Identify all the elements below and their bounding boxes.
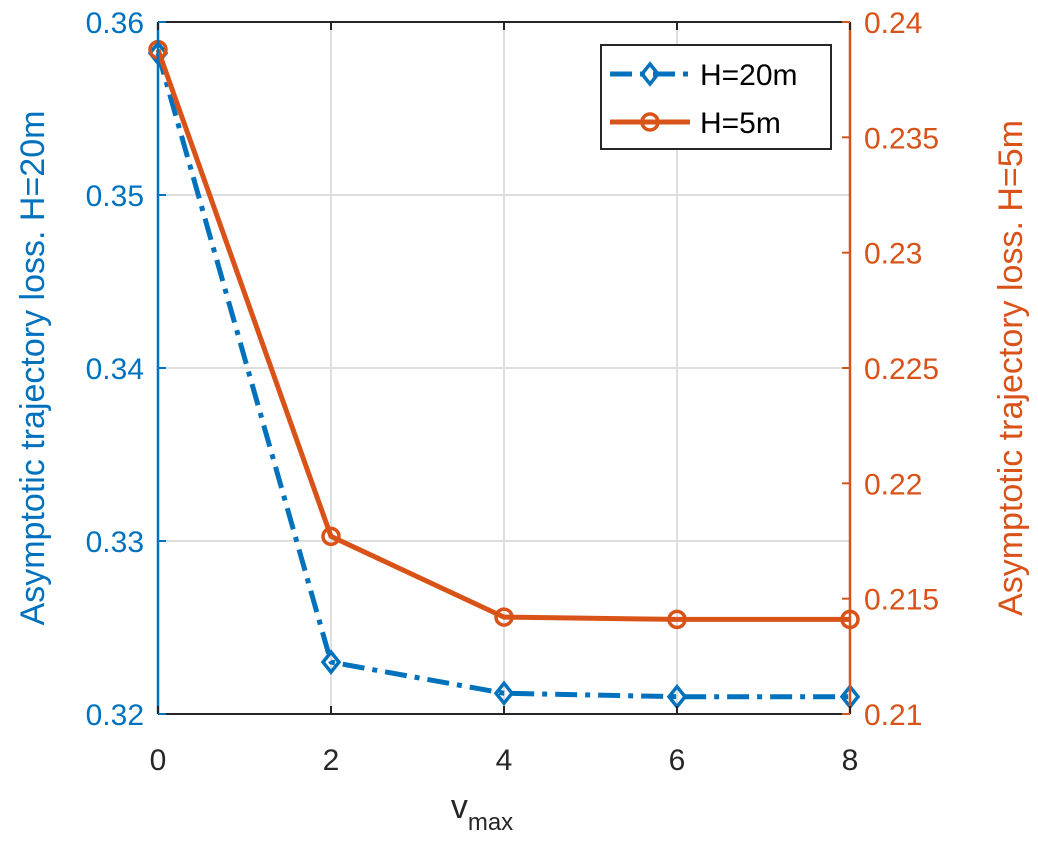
right-tick-label-0.225: 0.225: [864, 353, 939, 386]
right-tick-label-0.23: 0.23: [864, 238, 922, 271]
left-tick-label-0.33: 0.33: [86, 526, 144, 559]
x-tick-label-2: 2: [323, 744, 340, 777]
x-tick-label-6: 6: [669, 744, 686, 777]
data-point-H=5m-2: [321, 526, 341, 547]
x-tick-label-4: 4: [496, 744, 513, 777]
legend-marker-h20: [639, 61, 661, 87]
left-tick-label-0.36: 0.36: [86, 7, 144, 40]
legend-label-h5: H=5m: [700, 107, 781, 140]
x-axis-label: vmax: [451, 788, 513, 836]
legend-box: [600, 44, 832, 150]
right-tick-label-0.235: 0.235: [864, 122, 939, 155]
data-point-H=20m-2: [320, 649, 342, 675]
left-tick-label-0.34: 0.34: [86, 353, 144, 386]
x-tick-label-8: 8: [842, 744, 859, 777]
legend-marker-h5: [640, 112, 660, 132]
data-point-H=5m-4: [494, 607, 514, 627]
right-tick-label-0.215: 0.215: [864, 584, 939, 617]
x-tick-label-0: 0: [150, 744, 167, 777]
left-tick-label-0.32: 0.32: [86, 699, 144, 732]
data-point-H=5m-6: [667, 609, 687, 630]
series-line-H=20m: [155, 52, 850, 700]
left-tick-label-0.35: 0.35: [86, 180, 144, 213]
data-point-H=20m-4: [493, 680, 515, 707]
axes: [156, 21, 852, 715]
tick-labels: 0 2 4 6 8 0.32 0.33 0.34 0.35 0.36 0.21 0.215 0.22 0.…: [86, 7, 939, 777]
x-axis-label-main: v: [451, 788, 468, 826]
series-layer: [147, 39, 861, 710]
right-y-axis-label: Asymptotic trajectory loss. H=5m: [992, 120, 1030, 616]
legend-label-h20: H=20m: [700, 59, 798, 92]
left-y-axis-label: Asymptotic trajectory loss. H=20m: [14, 111, 52, 626]
x-axis-label-sub: max: [468, 809, 513, 836]
series-line-H=5m: [155, 48, 850, 622]
legend: H=20m H=5m: [600, 44, 832, 150]
right-tick-label-0.21: 0.21: [864, 699, 922, 732]
right-tick-label-0.22: 0.22: [864, 468, 922, 501]
right-tick-label-0.24: 0.24: [864, 7, 922, 40]
